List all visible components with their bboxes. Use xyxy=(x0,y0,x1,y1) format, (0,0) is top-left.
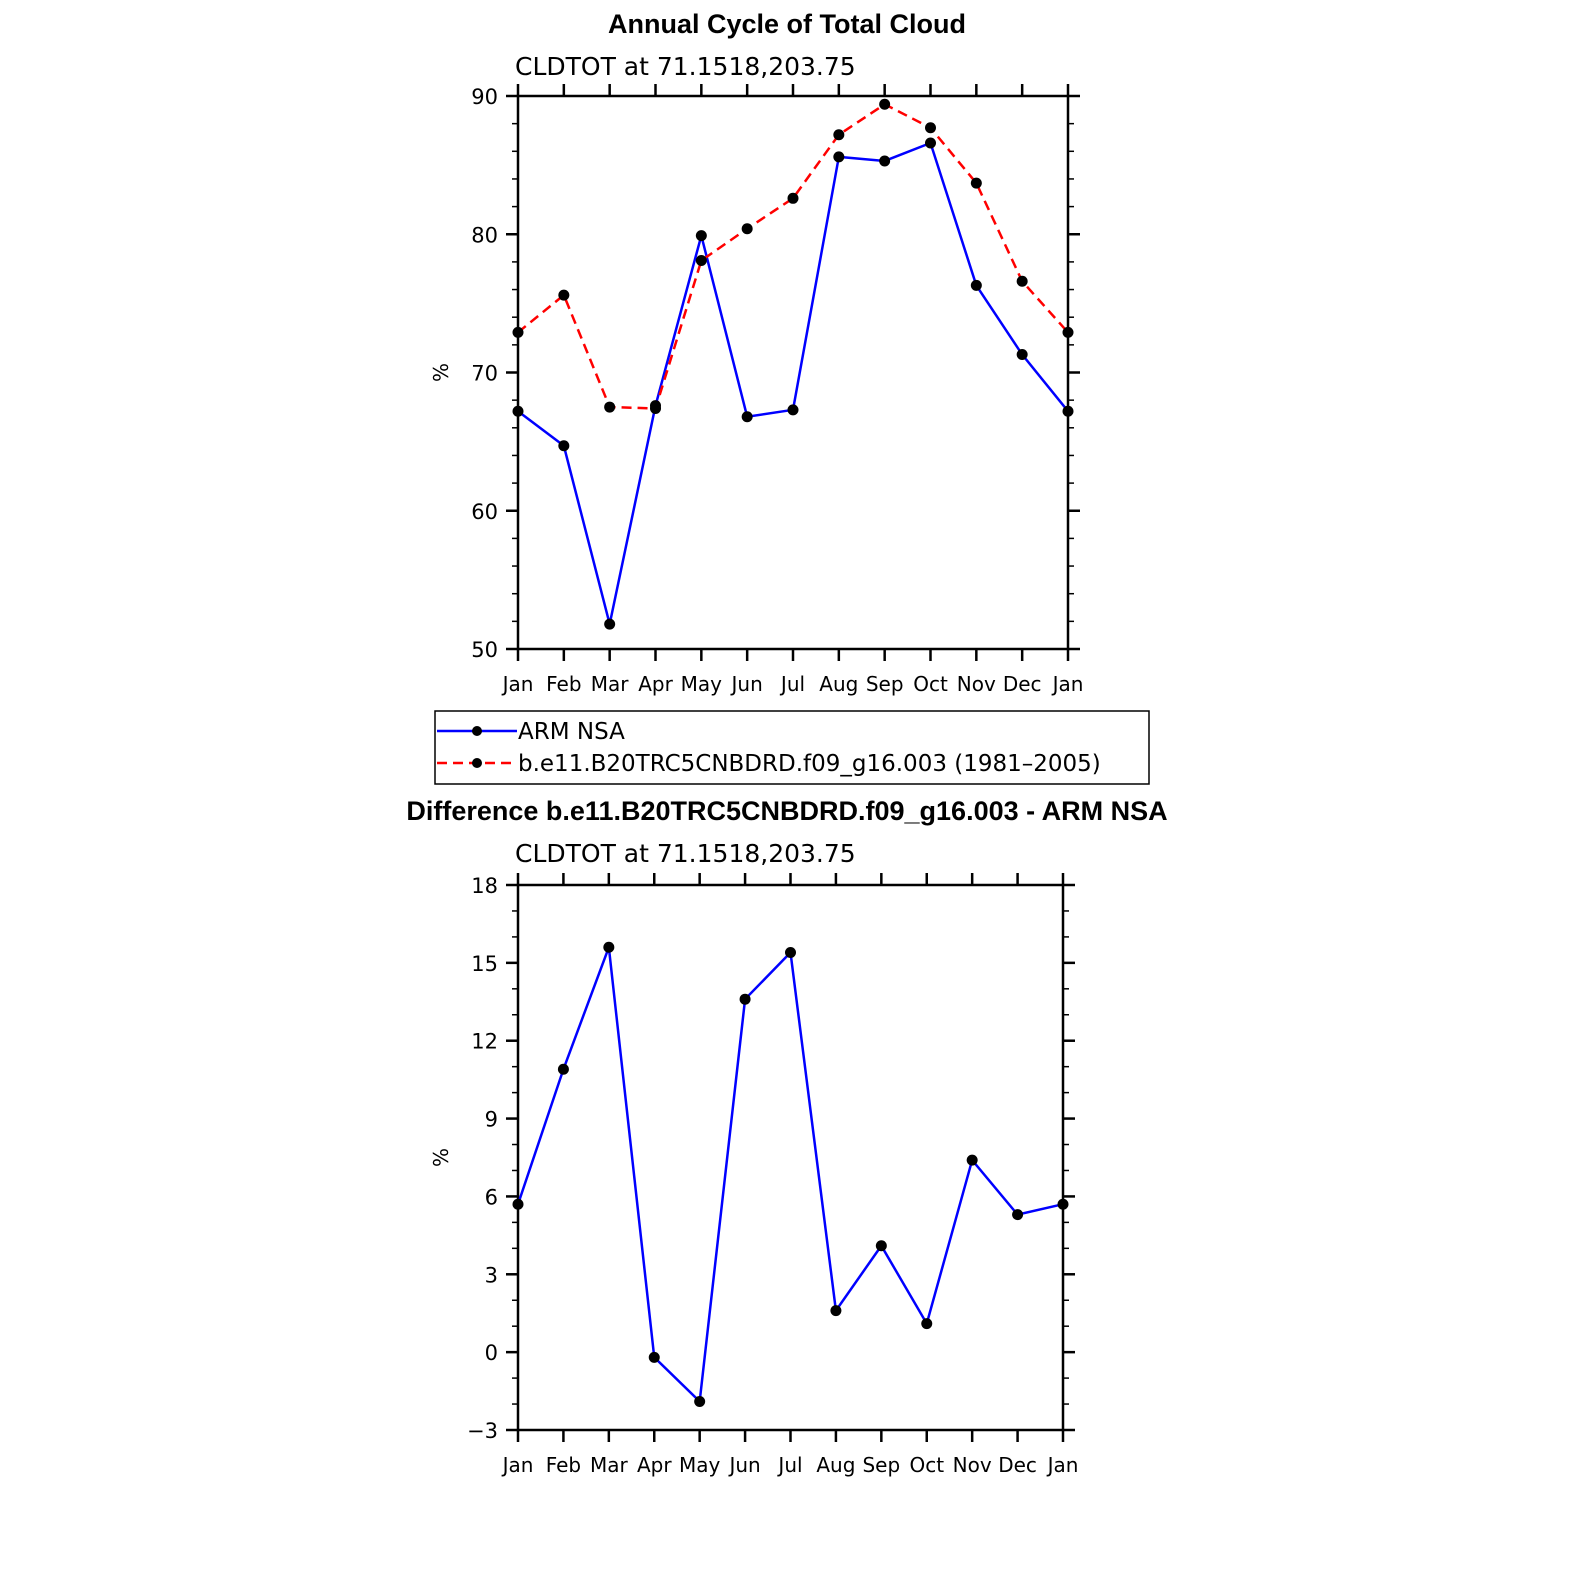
top-series-0-point xyxy=(741,411,753,423)
legend-marker-model xyxy=(472,758,482,768)
bottom-x-tick-label: Feb xyxy=(546,1453,581,1477)
top-series-0-point xyxy=(1062,405,1074,417)
top-series-1-point xyxy=(1016,275,1028,287)
legend-label-model: b.e11.B20TRC5CNBDRD.f09_g16.003 (1981–20… xyxy=(518,751,1101,777)
bottom-x-tick-label: Jan xyxy=(1046,1453,1079,1477)
bottom-series-0-point xyxy=(875,1240,887,1252)
top-series-0-point xyxy=(1016,349,1028,361)
bottom-series-0-point xyxy=(966,1154,978,1166)
legend-entry-model: b.e11.B20TRC5CNBDRD.f09_g16.003 (1981–20… xyxy=(437,751,1101,777)
bottom-series-line-0 xyxy=(516,946,1064,1405)
legend-marker-arm-nsa xyxy=(472,726,482,736)
bottom-series-0-point xyxy=(785,946,796,958)
bottom-x-tick-label: Sep xyxy=(862,1453,900,1477)
bottom-x-tick-label: May xyxy=(679,1453,721,1477)
top-series-0-point xyxy=(512,405,524,417)
bottom-y-tick-label: 18 xyxy=(471,874,498,898)
top-series-line-1 xyxy=(517,102,1069,410)
top-series-1-point xyxy=(650,402,661,414)
bottom-series-0-point xyxy=(1057,1198,1069,1210)
bottom-plot-frame xyxy=(516,883,1065,1432)
bottom-x-tick-label: Oct xyxy=(909,1453,944,1477)
bottom-series-0-point xyxy=(1012,1209,1024,1221)
top-series-0-point xyxy=(970,279,982,291)
bottom-x-tick-label: Aug xyxy=(816,1453,855,1477)
bottom-y-tick-label: 15 xyxy=(471,952,498,976)
top-x-tick-label: May xyxy=(681,672,723,696)
bottom-y-axis-label: % xyxy=(429,1148,453,1167)
top-series-0-point xyxy=(558,440,570,452)
top-series-0-point xyxy=(695,230,707,242)
bottom-y-tick-label: 9 xyxy=(485,1108,498,1132)
top-series-0-point xyxy=(833,151,845,163)
top-series-1-point xyxy=(512,326,524,338)
top-series-1-point xyxy=(741,223,753,235)
top-x-tick-label: Oct xyxy=(913,672,948,696)
bottom-y-tick-label: 3 xyxy=(485,1263,498,1287)
bottom-series-0-point xyxy=(603,941,615,953)
top-x-tick-label: Jan xyxy=(1051,672,1084,696)
chart-title-difference: Difference b.e11.B20TRC5CNBDRD.f09_g16.0… xyxy=(406,796,1167,826)
top-y-tick-label: 60 xyxy=(471,500,498,524)
legend: ARM NSA b.e11.B20TRC5CNBDRD.f09_g16.003 … xyxy=(434,710,1150,785)
top-y-tick-label: 90 xyxy=(471,85,498,109)
chart-difference: Jan Feb Mar Apr May Jun Jul Aug Sep Oct Nov Dec Jan−… xyxy=(429,873,1078,1477)
legend-label-arm-nsa: ARM NSA xyxy=(518,719,625,745)
bottom-x-tick-label: Apr xyxy=(637,1453,672,1477)
top-series-1-point xyxy=(1062,326,1074,338)
top-x-tick-label: Aug xyxy=(819,672,858,696)
bottom-y-tick-label: 0 xyxy=(485,1341,498,1365)
top-x-tick-label: Sep xyxy=(866,672,904,696)
top-x-tick-label: Jul xyxy=(779,672,805,696)
top-plot-frame xyxy=(516,94,1070,651)
top-x-tick-label: Jun xyxy=(730,672,763,696)
top-series-0-point xyxy=(925,137,936,149)
top-x-tick-label: Feb xyxy=(546,672,581,696)
bottom-series-0-point xyxy=(739,993,751,1005)
top-series-0-point xyxy=(879,155,891,167)
top-x-tick-label: Mar xyxy=(591,672,630,696)
bottom-y-tick-label: 6 xyxy=(485,1185,498,1209)
top-series-1-point xyxy=(787,192,799,204)
bottom-series-0-point xyxy=(512,1198,524,1210)
top-x-tick-label: Apr xyxy=(638,672,673,696)
chart-title-annual-cycle: Annual Cycle of Total Cloud xyxy=(608,9,966,39)
bottom-series-0-point xyxy=(648,1351,660,1363)
chart-subtitle-bottom: CLDTOT at 71.1518,203.75 xyxy=(515,839,856,868)
bottom-x-tick-label: Jun xyxy=(727,1453,760,1477)
chart-annual-cycle: Jan Feb Mar Apr May Jun Jul Aug Sep Oct Nov Dec Jan5… xyxy=(429,84,1083,696)
top-series-1-point xyxy=(925,122,936,134)
bottom-x-tick-label: Dec xyxy=(998,1453,1037,1477)
top-series-0-point xyxy=(787,404,799,416)
bottom-series-0-point xyxy=(921,1318,933,1330)
bottom-x-tick-label: Jul xyxy=(776,1453,802,1477)
top-y-tick-label: 50 xyxy=(471,638,498,662)
bottom-y-tick-label: −3 xyxy=(467,1419,498,1443)
top-series-line-0 xyxy=(517,141,1069,625)
top-x-tick-label: Jan xyxy=(501,672,534,696)
top-series-1-point xyxy=(695,255,707,267)
legend-box xyxy=(434,710,1150,785)
top-y-tick-label: 70 xyxy=(471,362,498,386)
bottom-x-tick-label: Mar xyxy=(590,1453,629,1477)
bottom-series-0-point xyxy=(694,1395,706,1407)
top-series-0-point xyxy=(604,618,616,630)
top-y-tick-label: 80 xyxy=(471,223,498,247)
bottom-series-0-point xyxy=(557,1063,569,1075)
top-series-1-point xyxy=(558,289,570,301)
bottom-x-tick-label: Nov xyxy=(953,1453,992,1477)
top-series-1-point xyxy=(604,401,616,413)
top-series-1-point xyxy=(833,129,845,141)
top-x-tick-label: Dec xyxy=(1003,672,1042,696)
top-y-axis-label: % xyxy=(429,363,453,382)
top-series-1-point xyxy=(970,177,982,189)
bottom-y-tick-label: 12 xyxy=(471,1030,498,1054)
top-series-1-point xyxy=(879,98,891,110)
bottom-x-tick-label: Jan xyxy=(501,1453,534,1477)
top-x-tick-label: Nov xyxy=(957,672,996,696)
bottom-series-0-point xyxy=(830,1305,842,1317)
chart-subtitle-top: CLDTOT at 71.1518,203.75 xyxy=(515,52,856,81)
legend-entry-arm-nsa: ARM NSA xyxy=(437,719,625,745)
